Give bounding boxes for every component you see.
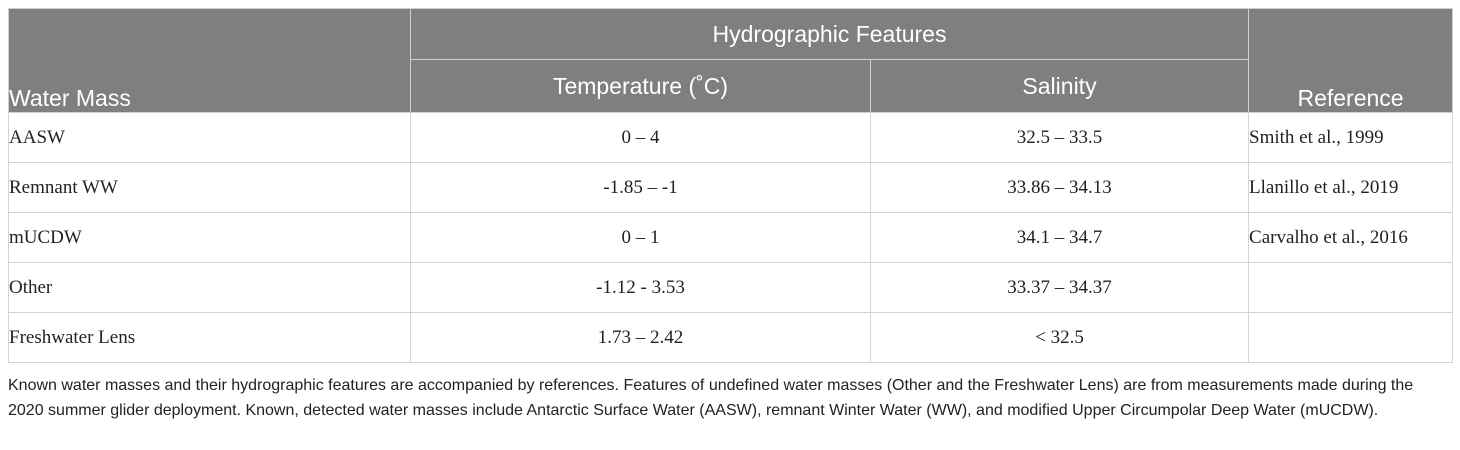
table-caption: Known water masses and their hydrographi… bbox=[8, 377, 1414, 419]
header-reference: Reference bbox=[1248, 8, 1454, 113]
water-mass-table: Water Mass Hydrographic Features Referen… bbox=[8, 8, 1454, 363]
reference-link[interactable]: Smith et al., 1999 bbox=[1248, 112, 1454, 163]
cell-reference-empty bbox=[1248, 312, 1454, 363]
cell-salinity: < 32.5 bbox=[869, 312, 1250, 363]
cell-salinity: 32.5 – 33.5 bbox=[869, 112, 1250, 163]
cell-water-mass: mUCDW bbox=[8, 212, 411, 263]
cell-salinity: 33.37 – 34.37 bbox=[869, 262, 1250, 313]
table-row: AASW 0 – 4 32.5 – 33.5 Smith et al., 199… bbox=[8, 112, 1454, 163]
reference-link[interactable]: Carvalho et al., 2016 bbox=[1248, 212, 1454, 263]
header-row-group: Water Mass Hydrographic Features Referen… bbox=[8, 8, 1454, 113]
header-row-sub: Temperature (˚C) Salinity bbox=[9, 59, 1453, 113]
table-row: Freshwater Lens 1.73 – 2.42 < 32.5 bbox=[8, 312, 1454, 363]
cell-water-mass: Remnant WW bbox=[8, 162, 411, 213]
reference-link[interactable]: Llanillo et al., 2019 bbox=[1248, 162, 1454, 213]
cell-reference-empty bbox=[1248, 262, 1454, 313]
header-water-mass: Water Mass bbox=[8, 8, 411, 113]
cell-water-mass: Freshwater Lens bbox=[8, 312, 411, 363]
header-hydrographic-features: Hydrographic Features bbox=[409, 8, 1250, 60]
cell-water-mass: Other bbox=[8, 262, 411, 313]
cell-temperature: 1.73 – 2.42 bbox=[410, 312, 871, 363]
cell-temperature: 0 – 1 bbox=[410, 212, 871, 263]
header-salinity: Salinity bbox=[869, 59, 1250, 113]
table-row: Remnant WW -1.85 – -1 33.86 – 34.13 Llan… bbox=[8, 162, 1454, 213]
table-container: Water Mass Hydrographic Features Referen… bbox=[8, 8, 1454, 423]
table-row: Other -1.12 - 3.53 33.37 – 34.37 bbox=[8, 262, 1454, 313]
cell-salinity: 33.86 – 34.13 bbox=[869, 162, 1250, 213]
cell-temperature: -1.12 - 3.53 bbox=[410, 262, 871, 313]
cell-temperature: 0 – 4 bbox=[410, 112, 871, 163]
cell-temperature: -1.85 – -1 bbox=[410, 162, 871, 213]
header-temperature: Temperature (˚C) bbox=[410, 59, 871, 113]
cell-salinity: 34.1 – 34.7 bbox=[869, 212, 1250, 263]
cell-water-mass: AASW bbox=[8, 112, 411, 163]
table-row: mUCDW 0 – 1 34.1 – 34.7 Carvalho et al.,… bbox=[8, 212, 1454, 263]
